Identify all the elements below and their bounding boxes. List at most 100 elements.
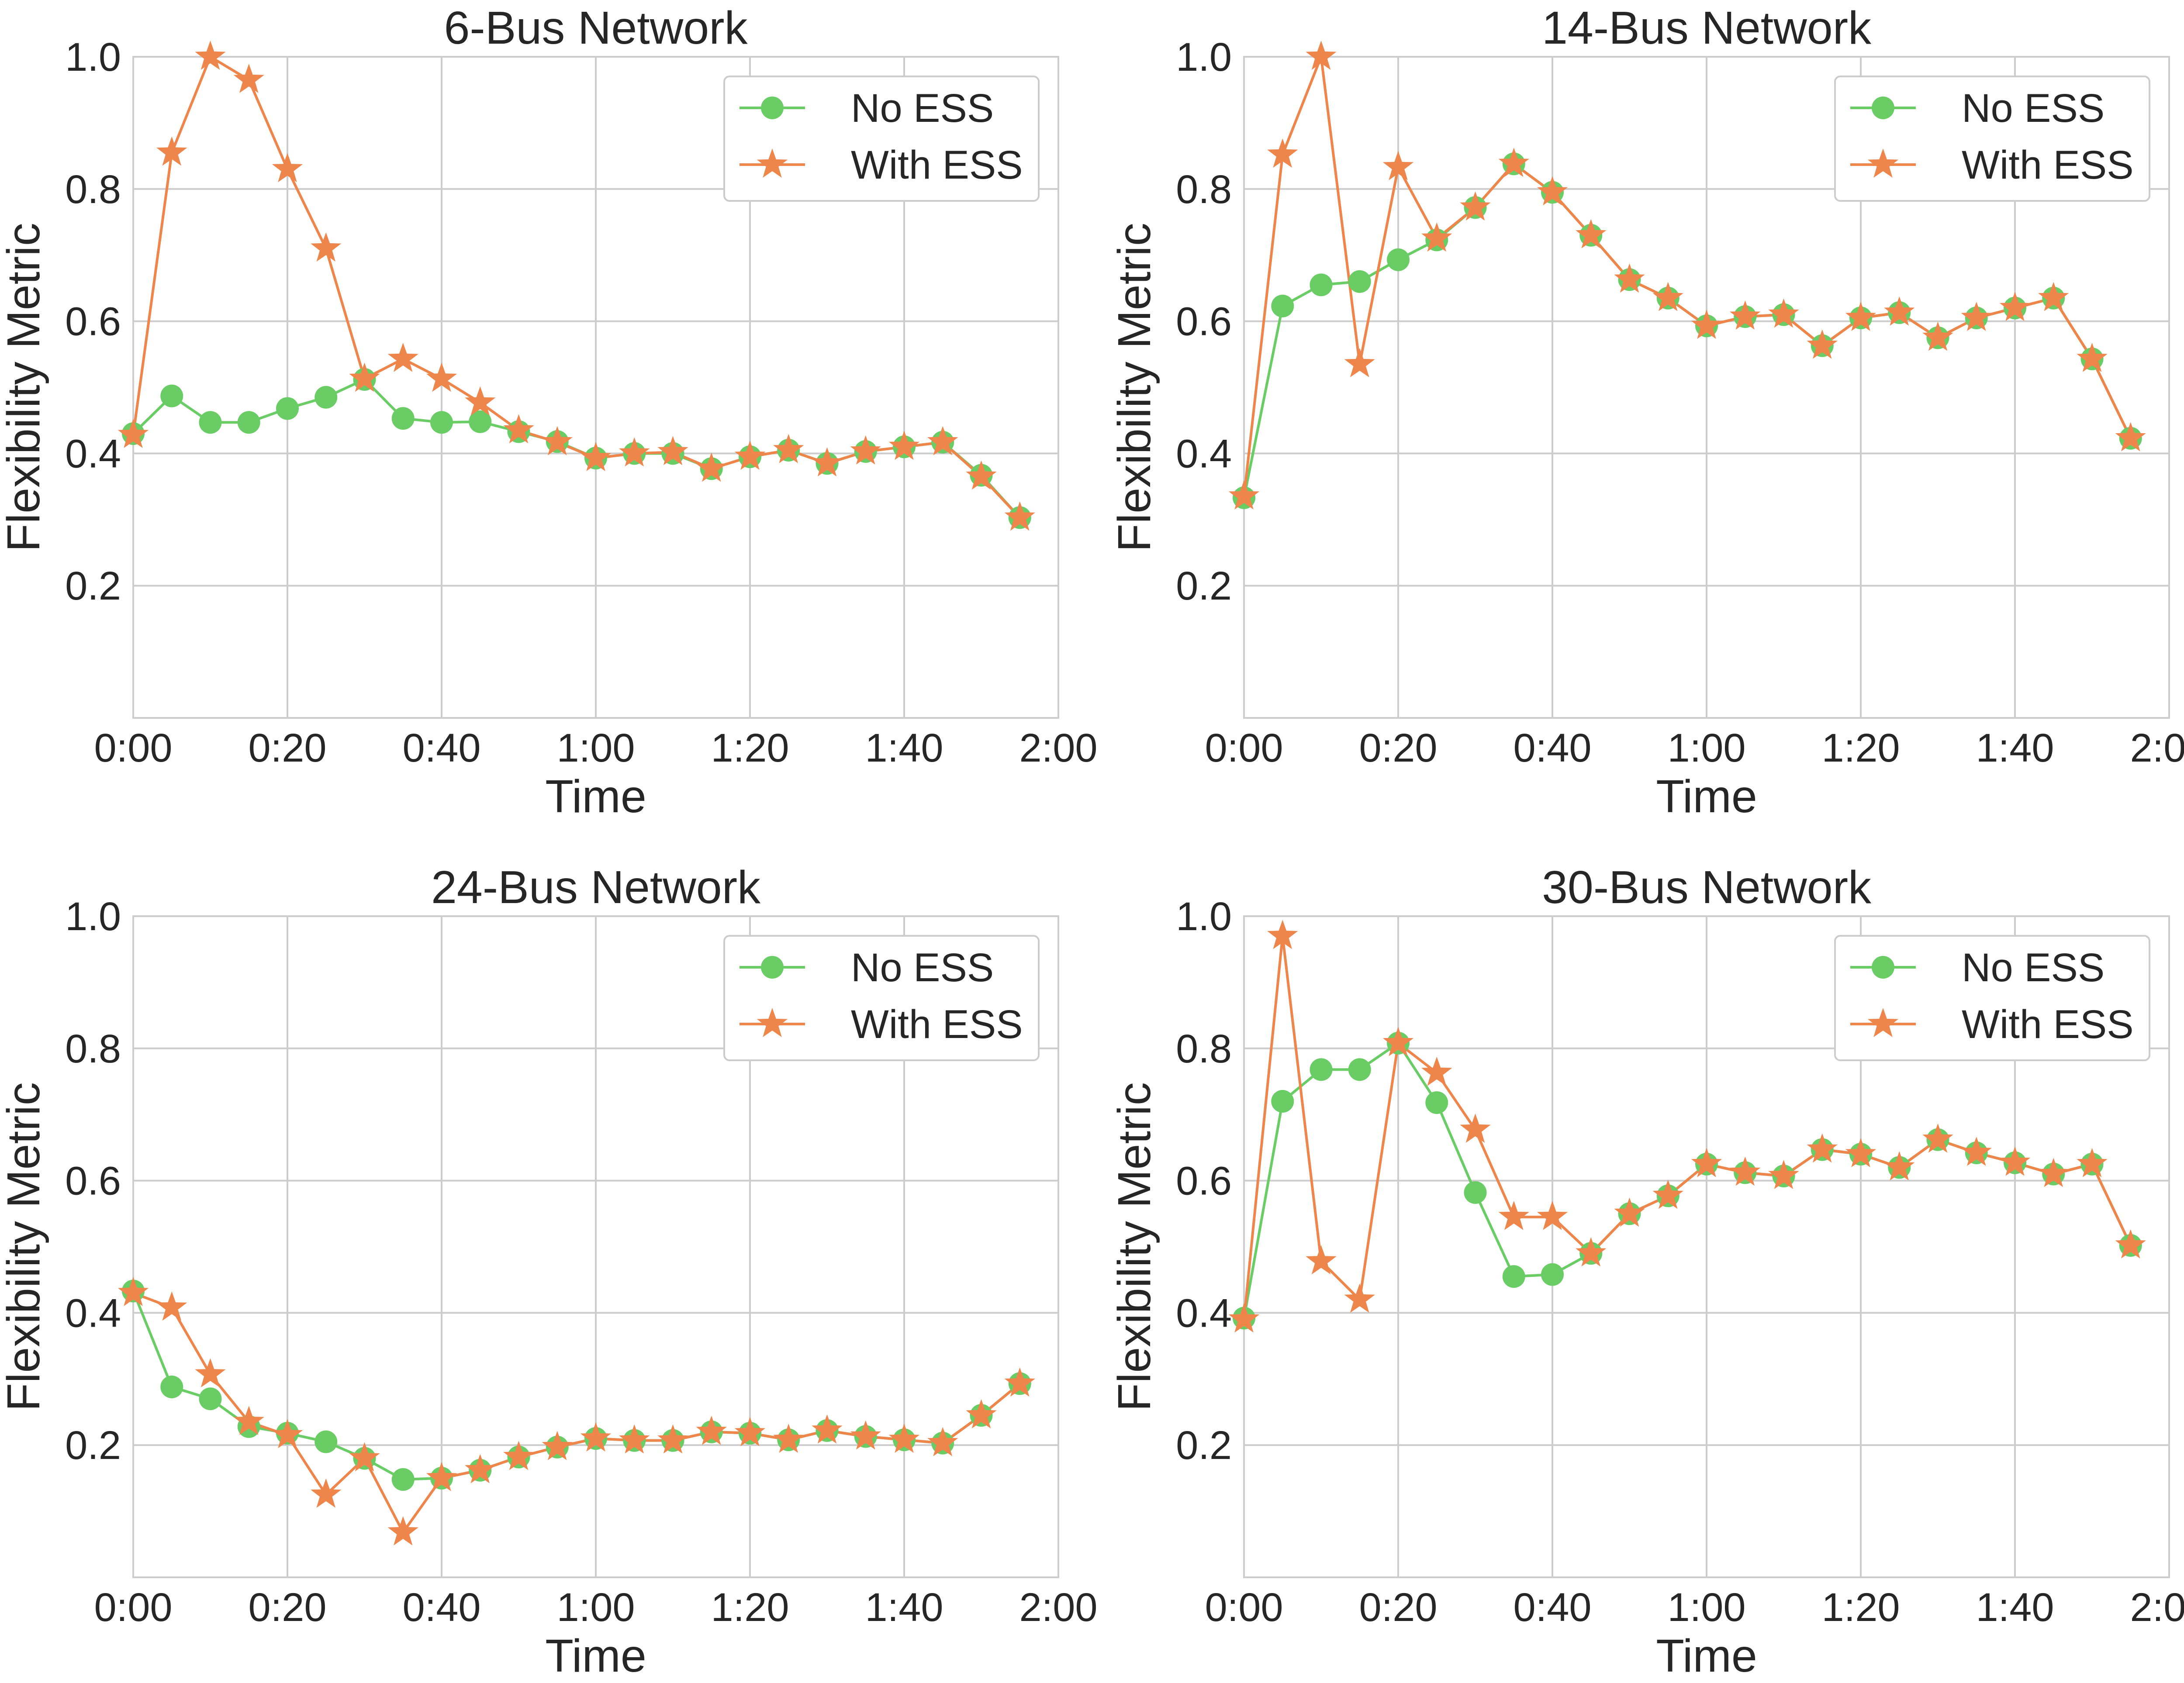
x-tick-label: 1:00 — [1667, 1585, 1745, 1630]
data-point-with-ess — [966, 460, 997, 490]
chart-title: 30-Bus Network — [1542, 862, 1872, 913]
series-markers-with-ess — [1228, 41, 2146, 510]
data-point-with-ess — [1004, 1367, 1035, 1397]
data-point-with-ess — [657, 436, 688, 466]
data-point-with-ess — [1306, 1245, 1337, 1275]
data-point-with-ess — [1807, 1133, 1838, 1163]
x-tick-label: 0:40 — [402, 1585, 480, 1630]
x-tick-label: 1:40 — [865, 726, 943, 770]
data-point-with-ess — [1768, 298, 1799, 328]
y-tick-label: 1.0 — [65, 35, 121, 79]
data-point-with-ess — [1576, 219, 1607, 248]
data-point-with-ess — [966, 1399, 997, 1428]
data-point-with-ess — [465, 386, 496, 416]
legend-label: No ESS — [1962, 945, 2105, 990]
data-point-with-ess — [1421, 1056, 1452, 1086]
y-tick-label: 0.6 — [65, 1159, 121, 1204]
data-point-with-ess — [233, 64, 264, 93]
chart-title: 14-Bus Network — [1542, 2, 1872, 54]
legend-marker-with-ess — [757, 148, 788, 178]
x-tick-label: 2:00 — [2130, 726, 2184, 770]
data-point-with-ess — [1460, 1114, 1491, 1143]
x-tick-label: 0:00 — [94, 726, 172, 770]
x-tick-label: 1:00 — [1667, 726, 1745, 770]
data-point-no-ess — [1310, 1058, 1333, 1081]
data-point-with-ess — [311, 1478, 342, 1508]
y-axis-label: Flexibility Metric — [0, 223, 49, 552]
subplot-1: 0:00 0:20 0:40 1:00 1:20 1:40 2:00 0.2 0.4 0.6 0.8… — [0, 2, 1098, 822]
data-point-with-ess — [1845, 1138, 1876, 1167]
x-tick-label: 0:20 — [248, 1585, 326, 1630]
data-point-with-ess — [542, 426, 573, 455]
y-axis-label: Flexibility Metric — [1109, 223, 1160, 552]
x-tick-label: 1:20 — [711, 1585, 789, 1630]
x-axis-label: Time — [1656, 771, 1757, 822]
data-point-no-ess — [391, 407, 415, 430]
data-point-with-ess — [1306, 41, 1337, 70]
data-point-no-ess — [1348, 1058, 1371, 1081]
data-point-with-ess — [734, 1417, 766, 1446]
series-markers-no-ess — [122, 1279, 1031, 1491]
legend-label: No ESS — [851, 945, 994, 990]
series-markers-no-ess — [1233, 152, 2142, 509]
y-tick-label: 0.2 — [65, 1423, 121, 1468]
data-point-with-ess — [580, 1422, 612, 1452]
data-point-with-ess — [580, 442, 612, 471]
x-tick-label: 1:20 — [1821, 1585, 1900, 1630]
x-tick-label: 1:40 — [865, 1585, 943, 1630]
data-point-with-ess — [888, 431, 920, 460]
subplot-3: 0:00 0:20 0:40 1:00 1:20 1:40 2:00 0.2 0.4 0.6 0.8… — [0, 862, 1098, 1682]
legend-marker-with-ess — [757, 1008, 788, 1037]
data-point-no-ess — [237, 411, 260, 434]
series-line-with-ess — [132, 1292, 1021, 1534]
data-point-no-ess — [1310, 273, 1333, 297]
data-point-no-ess — [1425, 1091, 1448, 1114]
y-tick-label: 0.4 — [65, 1291, 121, 1335]
data-point-no-ess — [391, 1468, 415, 1491]
legend-label: No ESS — [851, 86, 994, 131]
data-point-with-ess — [1652, 282, 1683, 311]
data-point-with-ess — [1228, 480, 1260, 510]
chart-title: 6-Bus Network — [444, 2, 748, 54]
x-tick-label: 0:40 — [1513, 726, 1591, 770]
data-point-with-ess — [1922, 1123, 1953, 1153]
data-point-with-ess — [503, 1441, 534, 1470]
data-point-no-ess — [1464, 1181, 1487, 1204]
series-line-no-ess — [132, 1290, 1021, 1481]
x-tick-label: 0:40 — [1513, 1585, 1591, 1630]
data-point-with-ess — [1845, 302, 1876, 331]
data-point-with-ess — [773, 1424, 804, 1453]
data-point-no-ess — [1271, 294, 1294, 317]
data-point-with-ess — [696, 452, 727, 482]
data-point-no-ess — [1348, 270, 1371, 293]
data-point-with-ess — [272, 1419, 303, 1448]
data-point-no-ess — [1387, 248, 1410, 271]
y-tick-label: 0.6 — [65, 300, 121, 344]
x-tick-label: 0:00 — [1205, 726, 1283, 770]
data-point-with-ess — [1537, 176, 1568, 206]
data-point-with-ess — [1922, 321, 1953, 351]
legend-marker-no-ess — [1872, 956, 1894, 979]
data-point-with-ess — [2038, 1158, 2069, 1187]
y-tick-label: 1.0 — [1176, 894, 1232, 939]
subplot-2: 0:00 0:20 0:40 1:00 1:20 1:40 2:00 0.2 0.4 0.6 0.8… — [1109, 2, 2184, 822]
data-point-with-ess — [1382, 1027, 1414, 1056]
data-point-with-ess — [927, 426, 958, 455]
plot-frame — [132, 915, 1059, 1578]
subplot-4: 0:00 0:20 0:40 1:00 1:20 1:40 2:00 0.2 0.4 0.6 0.8… — [1109, 862, 2184, 1682]
data-point-with-ess — [272, 153, 303, 183]
y-tick-label: 0.4 — [1176, 431, 1232, 476]
data-point-with-ess — [1730, 300, 1761, 330]
data-point-with-ess — [1691, 1148, 1722, 1177]
x-tick-label: 1:00 — [556, 1585, 635, 1630]
data-point-with-ess — [2077, 342, 2108, 372]
x-tick-label: 0:20 — [1359, 726, 1437, 770]
data-point-with-ess — [1768, 1160, 1799, 1189]
data-point-with-ess — [1652, 1179, 1683, 1209]
y-axis-label: Flexibility Metric — [1109, 1082, 1160, 1411]
data-point-with-ess — [850, 435, 881, 465]
data-point-no-ess — [160, 1375, 183, 1398]
data-point-with-ess — [387, 1516, 418, 1545]
data-point-no-ess — [160, 384, 183, 407]
